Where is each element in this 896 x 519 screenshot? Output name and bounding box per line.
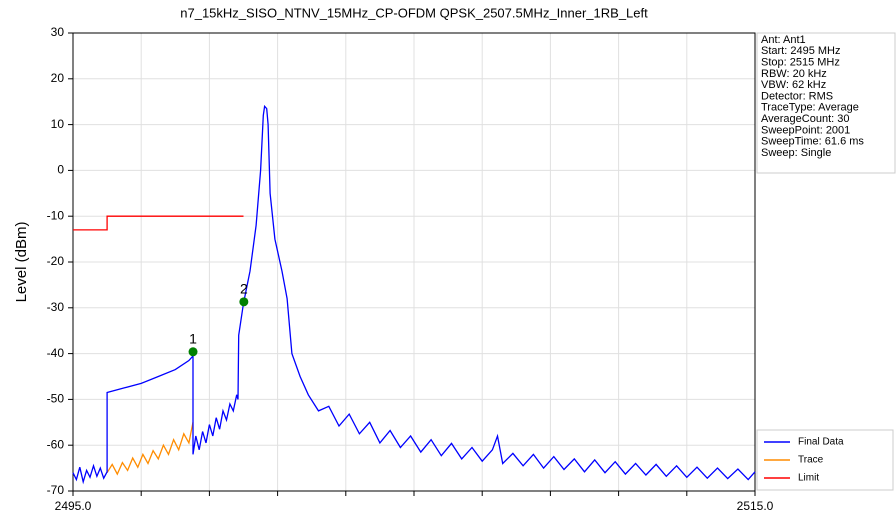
y-tick-label: -10 (47, 208, 65, 222)
info-line: SweepTime: 61.6 ms (761, 136, 864, 148)
marker (188, 347, 198, 357)
info-line: TraceType: Average (761, 102, 859, 114)
chart-title: n7_15kHz_SISO_NTNV_15MHz_CP-OFDM QPSK_25… (180, 5, 648, 20)
y-tick-label: -70 (47, 483, 65, 497)
marker-label: 1 (189, 330, 197, 346)
info-line: AverageCount: 30 (761, 113, 849, 125)
y-tick-label: -60 (47, 437, 65, 451)
info-line: VBW: 62 kHz (761, 79, 826, 91)
y-tick-label: -50 (47, 392, 65, 406)
info-line: Stop: 2515 MHz (761, 57, 840, 69)
y-tick-label: 20 (51, 71, 65, 85)
legend-label: Trace (798, 455, 824, 466)
series-line (72, 104, 756, 485)
marker (239, 297, 249, 307)
y-tick-label: -20 (47, 254, 65, 268)
series-line (73, 215, 244, 231)
info-line: Detector: RMS (761, 90, 833, 102)
y-tick-label: 10 (51, 117, 65, 131)
legend-label: Final Data (798, 437, 844, 448)
info-line: Ant: Ant1 (761, 34, 806, 46)
info-line: Sweep: Single (761, 147, 831, 159)
x-tick-label: 2515.0 (737, 499, 774, 513)
info-line: RBW: 20 kHz (761, 68, 827, 80)
plot-frame (72, 32, 756, 492)
y-tick-label: -40 (47, 346, 65, 360)
x-tick-label: 2495.0 (55, 499, 92, 513)
y-tick-label: 0 (57, 163, 64, 177)
y-axis-label: Level (dBm) (13, 222, 30, 303)
marker-label: 2 (240, 281, 248, 297)
legend-label: Limit (798, 473, 819, 484)
series-line (106, 422, 194, 476)
info-box (756, 32, 896, 174)
y-tick-label: -30 (47, 300, 65, 314)
info-line: Start: 2495 MHz (761, 45, 840, 57)
info-line: SweepPoint: 2001 (761, 124, 850, 136)
y-tick-label: 30 (51, 25, 65, 39)
